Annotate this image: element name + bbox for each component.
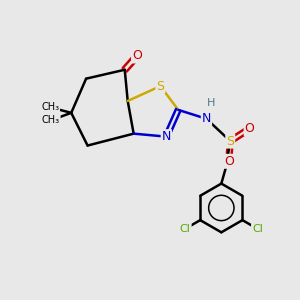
Text: Cl: Cl: [180, 224, 191, 234]
Text: N: N: [202, 112, 211, 125]
Text: Cl: Cl: [252, 224, 263, 234]
Text: S: S: [156, 80, 164, 93]
Text: O: O: [224, 155, 234, 168]
Text: H: H: [207, 98, 215, 108]
Text: N: N: [162, 130, 171, 143]
Text: O: O: [132, 50, 142, 62]
Text: S: S: [226, 135, 234, 148]
Text: CH₃: CH₃: [41, 102, 59, 112]
Text: CH₃: CH₃: [42, 116, 60, 125]
Text: O: O: [244, 122, 254, 135]
